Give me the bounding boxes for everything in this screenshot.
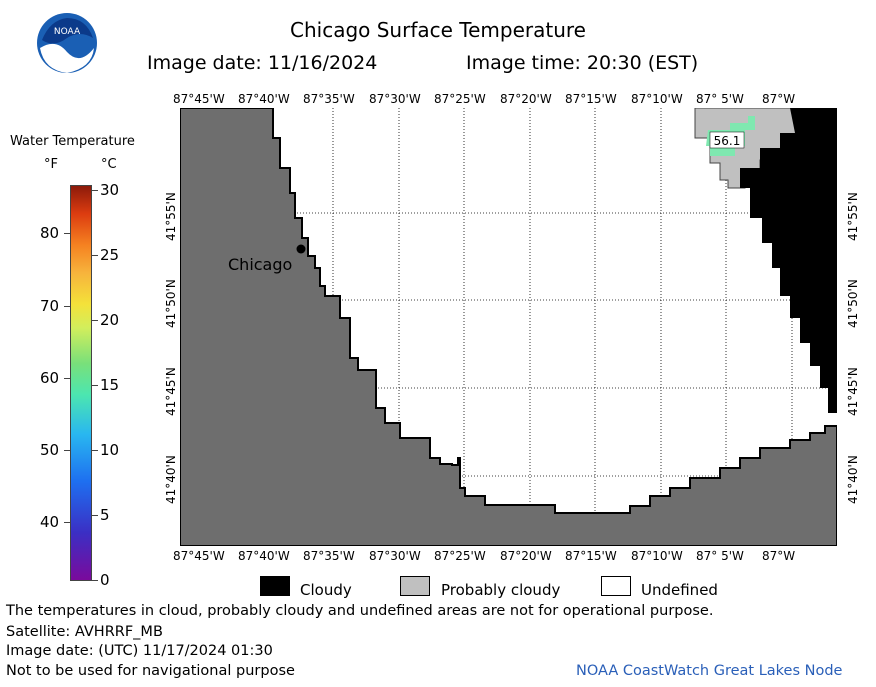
celsius-tick: 10 xyxy=(100,441,120,459)
colorbar-title: Water Temperature xyxy=(10,134,135,149)
lon-tick-bottom: 87°20'W xyxy=(500,549,552,563)
lon-tick-top: 87°10'W xyxy=(631,92,683,106)
logo-text: NOAA xyxy=(54,27,81,37)
lon-tick-top: 87°45'W xyxy=(173,92,225,106)
land-area xyxy=(180,108,837,546)
celsius-tick-mark xyxy=(92,515,98,516)
celsius-tick-mark xyxy=(92,385,98,386)
lon-tick-top: 87°15'W xyxy=(565,92,617,106)
fahrenheit-tick-mark xyxy=(64,233,70,235)
undefined-swatch xyxy=(601,576,631,596)
lon-tick-top: 87°W xyxy=(762,92,796,106)
lon-tick-bottom: 87°40'W xyxy=(238,549,290,563)
lat-tick-right: 41°55'N xyxy=(846,192,860,241)
celsius-tick: 30 xyxy=(100,181,120,199)
fahrenheit-tick-mark xyxy=(64,305,70,307)
lon-tick-top: 87° 5'W xyxy=(696,92,744,106)
lat-tick-left: 41°50'N xyxy=(164,279,178,328)
lon-tick-top: 87°20'W xyxy=(500,92,552,106)
lat-tick-right: 41°40'N xyxy=(846,455,860,504)
image-time: Image time: 20:30 (EST) xyxy=(466,52,699,74)
image-date: Image date: 11/16/2024 xyxy=(147,52,378,74)
lon-tick-bottom: 87°15'W xyxy=(565,549,617,563)
cloudy-swatch xyxy=(260,576,290,596)
page-title: Chicago Surface Temperature xyxy=(290,18,586,42)
lat-tick-left: 41°55'N xyxy=(164,192,178,241)
celsius-tick: 0 xyxy=(100,571,110,589)
lon-tick-bottom: 87°35'W xyxy=(303,549,355,563)
celsius-tick: 15 xyxy=(100,376,120,394)
fahrenheit-tick: 40 xyxy=(40,513,60,532)
unit-c-label: °C xyxy=(101,157,117,172)
chicago-marker xyxy=(296,244,306,254)
lon-tick-bottom: 87°30'W xyxy=(369,549,421,563)
celsius-tick-mark xyxy=(92,580,98,581)
noaa-logo-icon: NOAA xyxy=(37,13,97,73)
cloudy-area xyxy=(740,108,837,413)
lat-tick-left: 41°40'N xyxy=(164,455,178,504)
temperature-colorbar xyxy=(70,185,92,581)
lon-tick-top: 87°30'W xyxy=(369,92,421,106)
satellite-info: Satellite: AVHRRF_MB xyxy=(6,624,163,640)
chicago-label: Chicago xyxy=(228,255,292,274)
undefined-legend-label: Undefined xyxy=(641,581,718,599)
celsius-tick-mark xyxy=(92,450,98,451)
probably-cloudy-swatch xyxy=(400,576,430,596)
celsius-tick-mark xyxy=(92,255,98,256)
celsius-tick: 20 xyxy=(100,311,120,329)
lat-tick-right: 41°45'N xyxy=(846,367,860,416)
unit-f-label: °F xyxy=(44,157,58,172)
fahrenheit-tick: 70 xyxy=(40,296,60,315)
temp-label: 56.1 xyxy=(714,134,741,148)
lat-tick-left: 41°45'N xyxy=(164,367,178,416)
fahrenheit-tick: 80 xyxy=(40,224,60,243)
celsius-tick: 5 xyxy=(100,506,110,524)
lon-tick-top: 87°35'W xyxy=(303,92,355,106)
fahrenheit-tick: 60 xyxy=(40,368,60,387)
navigation-disclaimer: Not to be used for navigational purpose xyxy=(6,663,295,679)
celsius-tick: 25 xyxy=(100,246,120,264)
probably-cloudy-legend-label: Probably cloudy xyxy=(441,581,561,599)
cloudy-legend-label: Cloudy xyxy=(300,581,352,599)
disclaimer-clouds: The temperatures in cloud, probably clou… xyxy=(6,603,714,619)
celsius-tick-mark xyxy=(92,320,98,321)
temp-label-bg xyxy=(709,131,745,149)
fahrenheit-tick-mark xyxy=(64,377,70,379)
fahrenheit-tick: 50 xyxy=(40,441,60,459)
credit-link[interactable]: NOAA CoastWatch Great Lakes Node xyxy=(576,663,843,679)
lon-tick-bottom: 87° 5'W xyxy=(696,549,744,563)
utc-image-date: Image date: (UTC) 11/17/2024 01:30 xyxy=(6,643,273,659)
temperature-map: Chicago 56.1 xyxy=(180,108,837,546)
lat-tick-right: 41°50'N xyxy=(846,279,860,328)
lon-tick-bottom: 87°45'W xyxy=(173,549,225,563)
lon-tick-bottom: 87°25'W xyxy=(434,549,486,563)
lon-tick-top: 87°40'W xyxy=(238,92,290,106)
lon-tick-bottom: 87°W xyxy=(762,549,796,563)
lon-tick-bottom: 87°10'W xyxy=(631,549,683,563)
lon-tick-top: 87°25'W xyxy=(434,92,486,106)
celsius-tick-mark xyxy=(92,190,98,191)
fahrenheit-tick-mark xyxy=(64,522,70,524)
fahrenheit-tick-mark xyxy=(64,450,70,451)
